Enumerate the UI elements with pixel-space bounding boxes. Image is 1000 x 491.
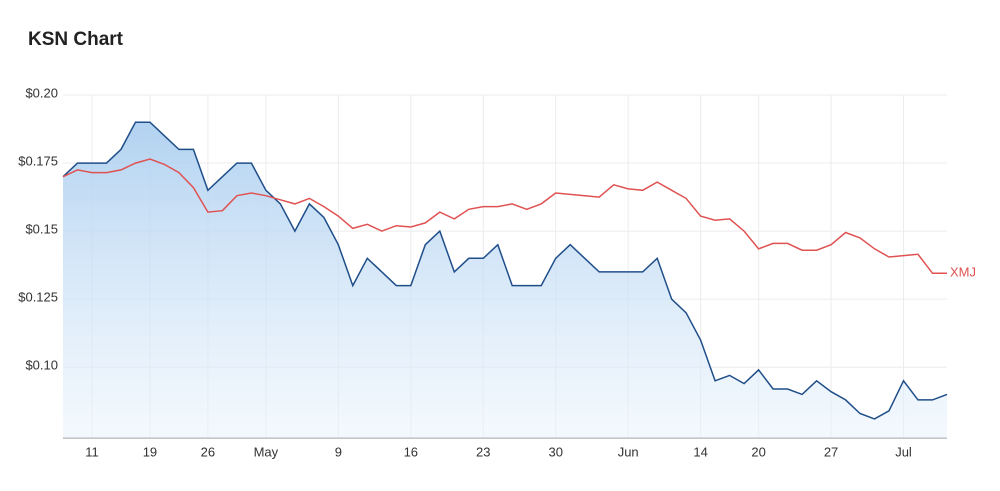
series-line	[62, 158, 947, 275]
x-tick-label: 14	[693, 444, 707, 459]
x-tick-label: 11	[85, 444, 99, 459]
x-tick-label: 20	[751, 444, 765, 459]
series-line	[62, 121, 948, 420]
chart-title: KSN Chart	[28, 29, 124, 50]
x-tick-label: Jun	[618, 444, 639, 459]
x-tick-label: 26	[201, 444, 215, 459]
x-tick-label: Jul	[895, 444, 912, 459]
series-area	[63, 122, 947, 438]
x-tick-label: 23	[476, 444, 490, 459]
y-tick-label: $0.125	[18, 290, 58, 305]
x-tick-label: 30	[548, 444, 562, 459]
x-tick-label: 27	[824, 444, 838, 459]
y-tick-label: $0.10	[25, 358, 58, 373]
x-tick-label: 9	[335, 444, 342, 459]
y-tick-label: $0.175	[18, 153, 58, 168]
x-tick-label: May	[254, 444, 279, 459]
y-tick-label: $0.20	[25, 85, 58, 100]
y-tick-label: $0.15	[25, 222, 58, 237]
x-tick-label: 16	[404, 444, 418, 459]
series-label: XMJ	[950, 265, 976, 280]
x-tick-label: 19	[143, 444, 157, 459]
